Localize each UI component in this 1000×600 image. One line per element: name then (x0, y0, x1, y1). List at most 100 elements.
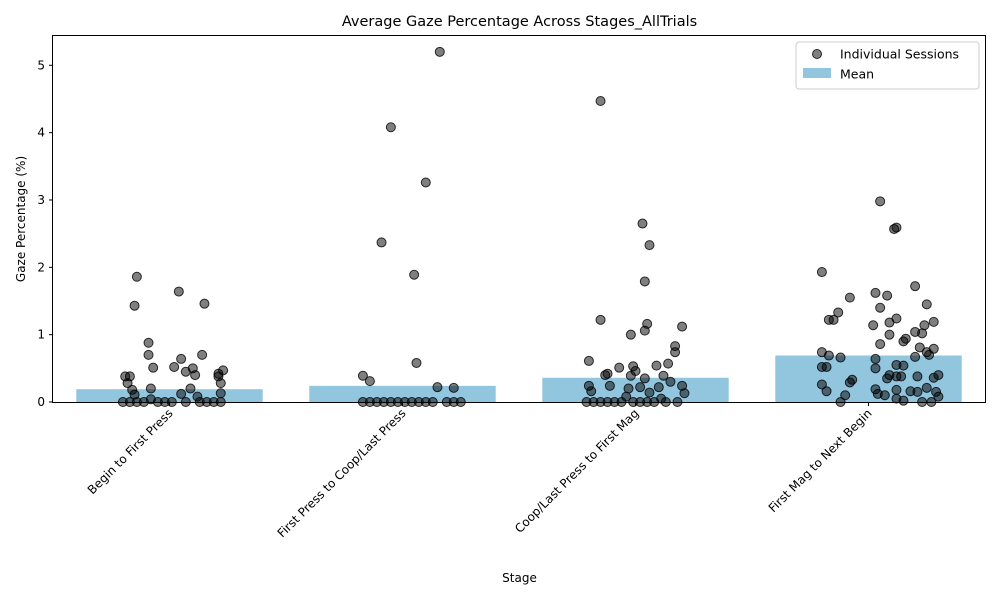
session-point-46 (357, 370, 368, 381)
session-point-94 (644, 387, 655, 398)
session-point-7 (176, 353, 187, 364)
session-point-82 (600, 370, 611, 381)
session-point-10 (169, 361, 180, 372)
session-point-129 (917, 328, 928, 339)
legend-label-mean: Mean (840, 67, 874, 82)
session-point-67 (639, 276, 650, 287)
legend: Individual Sessions Mean (795, 41, 980, 90)
session-point-43 (376, 237, 387, 248)
session-point-130 (884, 329, 895, 340)
session-point-134 (914, 342, 925, 353)
session-point-112 (889, 223, 900, 234)
session-point-153 (928, 372, 939, 383)
session-point-85 (639, 373, 650, 384)
y-tick-label: 5 (37, 58, 45, 72)
session-point-6 (197, 349, 208, 360)
session-point-41 (385, 122, 396, 133)
session-point-76 (663, 358, 674, 369)
y-tick-label: 2 (37, 260, 45, 274)
session-point-118 (921, 299, 932, 310)
x-axis: Begin to First Press First Press to Coop/… (85, 402, 875, 540)
session-point-19 (215, 378, 226, 389)
session-point-141 (835, 352, 846, 363)
session-point-65 (637, 218, 648, 229)
x-tick-label: Coop/Last Press to First Mag (512, 406, 642, 536)
y-axis: 0 1 2 3 4 5 (37, 58, 53, 409)
y-tick-label: 3 (37, 193, 45, 207)
session-point-66 (644, 240, 655, 251)
session-point-21 (185, 383, 196, 394)
session-point-79 (614, 362, 625, 373)
x-tick-label: First Mag to Next Begin (766, 406, 875, 515)
session-point-170 (898, 395, 909, 406)
session-point-161 (821, 386, 832, 397)
session-point-20 (145, 383, 156, 394)
session-point-115 (870, 287, 881, 298)
session-point-167 (879, 390, 890, 401)
session-point-49 (448, 382, 459, 393)
session-point-12 (180, 366, 191, 377)
session-point-95 (679, 388, 690, 399)
session-point-9 (148, 362, 159, 373)
session-point-113 (816, 267, 827, 278)
session-point-147 (870, 363, 881, 374)
session-point-40 (434, 46, 445, 57)
y-tick-label: 4 (37, 126, 45, 140)
session-point-45 (411, 357, 422, 368)
session-point-4 (143, 337, 154, 348)
session-point-75 (583, 355, 594, 366)
legend-swatch-mean (803, 68, 831, 78)
session-point-163 (912, 386, 923, 397)
session-point-168 (933, 391, 944, 402)
session-point-133 (875, 339, 886, 350)
session-point-72 (625, 329, 636, 340)
session-point-18 (122, 378, 133, 389)
session-point-152 (912, 371, 923, 382)
session-point-166 (840, 390, 851, 401)
session-point-64 (595, 95, 606, 106)
session-point-88 (604, 380, 615, 391)
session-point-140 (910, 351, 921, 362)
session-point-124 (928, 316, 939, 327)
session-point-2 (173, 286, 184, 297)
session-point-24 (176, 388, 187, 399)
session-point-114 (910, 281, 921, 292)
session-point-0 (131, 271, 142, 282)
session-point-160 (891, 384, 902, 395)
legend-label-sessions: Individual Sessions (840, 47, 959, 62)
session-point-151 (896, 371, 907, 382)
session-point-42 (420, 177, 431, 188)
session-point-5 (143, 349, 154, 360)
session-point-83 (625, 370, 636, 381)
session-point-158 (921, 382, 932, 393)
session-point-14 (190, 370, 201, 381)
session-point-126 (868, 320, 879, 331)
session-point-23 (215, 388, 226, 399)
session-point-70 (677, 321, 688, 332)
points-layer (117, 46, 944, 407)
session-point-116 (882, 290, 893, 301)
session-point-142 (870, 353, 881, 364)
y-axis-label: Gaze Percentage (%) (14, 156, 28, 282)
y-tick-label: 0 (37, 395, 45, 409)
session-point-91 (653, 382, 664, 393)
session-point-132 (898, 336, 909, 347)
session-point-93 (586, 386, 597, 397)
session-point-144 (898, 360, 909, 371)
session-point-110 (875, 196, 886, 207)
session-point-74 (670, 347, 681, 358)
session-point-47 (364, 376, 375, 387)
session-point-77 (651, 360, 662, 371)
session-point-86 (665, 376, 676, 387)
session-point-44 (409, 269, 420, 280)
x-tick-label: Begin to First Press (85, 406, 176, 497)
session-point-68 (595, 314, 606, 325)
y-tick-label: 1 (37, 328, 45, 342)
session-point-1 (129, 300, 140, 311)
x-axis-label: Stage (502, 571, 537, 585)
session-point-154 (882, 373, 893, 384)
x-tick-label: First Press to Coop/Last Press (275, 406, 409, 540)
session-point-157 (816, 379, 827, 390)
session-point-48 (432, 382, 443, 393)
